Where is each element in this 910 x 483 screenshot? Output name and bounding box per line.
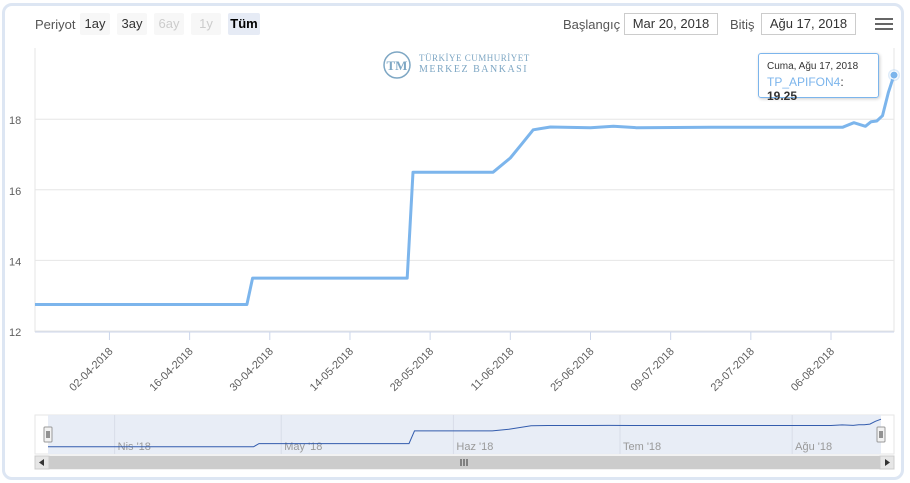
y-tick-label: 14	[9, 256, 21, 268]
tcmb-emblem-icon: TM	[383, 51, 411, 79]
x-tick-label: 25-06-2018	[548, 346, 596, 394]
logo-line-2: MERKEZ BANKASI	[419, 64, 529, 75]
hover-point	[889, 70, 899, 80]
handle-body[interactable]	[876, 426, 886, 443]
start-date-input[interactable]: Mar 20, 2018	[624, 13, 718, 35]
series-line-tp-apifon4	[35, 74, 896, 306]
x-tick-label: 09-07-2018	[628, 346, 676, 394]
tooltip-date: Cuma, Ağu 17, 2018	[767, 61, 859, 72]
series-group	[35, 69, 900, 306]
x-axis: 02-04-2018 16-04-2018 30-04-2018 14-05-2018…	[67, 332, 837, 394]
x-tick-label: 28-05-2018	[388, 346, 436, 394]
hamburger-menu-icon[interactable]	[875, 18, 893, 32]
navigator-handle-right[interactable]	[876, 426, 886, 443]
handle-body[interactable]	[43, 426, 53, 443]
svg-text:TM: TM	[387, 58, 408, 73]
chart-container	[2, 3, 904, 480]
navigator-label: Ağu '18	[795, 441, 832, 453]
y-tick-label: 16	[9, 186, 21, 198]
range-selector: Periyot 1ay 3ay 6ay 1y Tüm Başlangıç Mar…	[0, 0, 910, 44]
end-date-input[interactable]: Ağu 17, 2018	[761, 13, 856, 35]
range-button-6ay[interactable]: 6ay	[154, 13, 184, 35]
tcmb-logo: TM TÜRKİYE CUMHURİYET MERKEZ BANKASI	[380, 48, 530, 80]
x-tick-label: 30-04-2018	[228, 346, 276, 394]
x-tick-label: 02-04-2018	[67, 346, 115, 394]
start-date-label: Başlangıç	[563, 17, 621, 32]
x-tick-label: 23-07-2018	[709, 346, 757, 394]
range-button-1ay[interactable]: 1ay	[80, 13, 110, 35]
x-tick-label: 14-05-2018	[308, 346, 356, 394]
end-date-label: Bitiş	[730, 17, 755, 32]
navigator: Nis '18 May '18 Haz '18 Tem '18 Ağu '18	[34, 414, 895, 470]
range-button-tum[interactable]: Tüm	[228, 13, 260, 35]
x-tick-label: 16-04-2018	[147, 346, 195, 394]
tooltip-value: 19.25	[767, 89, 798, 103]
y-tick-label: 12	[9, 327, 21, 339]
y-tick-label: 18	[9, 115, 21, 127]
y-axis: 12 14 16 18	[9, 115, 21, 339]
range-button-3ay[interactable]: 3ay	[117, 13, 147, 35]
x-tick-label: 11-06-2018	[469, 346, 517, 394]
arrow-right-icon	[885, 459, 890, 466]
range-button-1y[interactable]: 1y	[191, 13, 221, 35]
navigator-handle-left[interactable]	[43, 426, 53, 443]
x-tick-label: 06-08-2018	[789, 346, 837, 394]
tooltip: Cuma, Ağu 17, 2018 TP_APIFON4: 19.25	[758, 53, 879, 103]
logo-line-1: TÜRKİYE CUMHURİYET	[419, 53, 530, 63]
navigator-label: May '18	[284, 441, 322, 453]
navigator-series-line	[48, 418, 882, 448]
navigator-label: Haz '18	[456, 441, 493, 453]
tooltip-series-name: TP_APIFON4	[767, 75, 841, 89]
arrow-left-icon	[39, 459, 44, 466]
period-label: Periyot	[35, 17, 76, 32]
navigator-label: Tem '18	[623, 441, 661, 453]
navigator-selection-mask	[48, 415, 881, 454]
